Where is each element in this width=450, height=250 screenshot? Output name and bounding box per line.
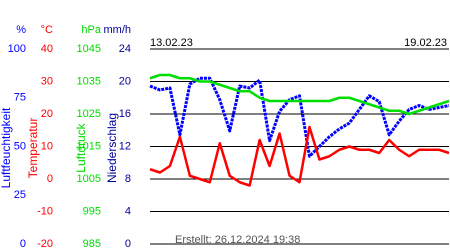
- y-tick-label: 30: [41, 75, 53, 87]
- y-tick-label: 75: [14, 92, 26, 104]
- data-line: [149, 73, 450, 116]
- y-tick-label: -10: [37, 205, 53, 217]
- y-tick-label: 0: [47, 173, 53, 185]
- y-tick-label: 1015: [77, 140, 101, 152]
- y-tick-label: 985: [83, 238, 101, 250]
- data-line: [149, 125, 450, 187]
- axis-unit: °C: [41, 24, 53, 36]
- y-tick-label: 12: [119, 140, 131, 152]
- y-tick-label: 20: [41, 108, 53, 120]
- axis-title: Niederschlag: [105, 113, 119, 183]
- axis-unit: mm/h: [104, 24, 132, 36]
- y-tick-label: 16: [119, 108, 131, 120]
- y-tick-label: 10: [41, 140, 53, 152]
- axis-title: Temperatur: [26, 118, 40, 179]
- date-label: 13.02.23: [150, 37, 193, 49]
- y-tick-label: 995: [83, 205, 101, 217]
- axis-title: Luftfeuchtigkeit: [0, 107, 13, 188]
- y-tick-label: 40: [41, 43, 53, 55]
- y-tick-label: 50: [14, 140, 26, 152]
- y-tick-label: -20: [37, 238, 53, 250]
- y-tick-label: 20: [119, 75, 131, 87]
- axis-unit: %: [16, 24, 26, 36]
- y-tick-label: 0: [20, 238, 26, 250]
- created-label: Erstellt: 26.12.2024 19:38: [175, 234, 300, 246]
- date-label: 19.02.23: [404, 37, 447, 49]
- y-tick-label: 100: [8, 43, 26, 55]
- data-line: [149, 76, 450, 158]
- y-tick-label: 8: [125, 173, 131, 185]
- axis-title: Luftdruck: [74, 122, 88, 172]
- y-tick-label: 1025: [77, 108, 101, 120]
- y-tick-label: 1035: [77, 75, 101, 87]
- y-tick-label: 1005: [77, 173, 101, 185]
- axis-unit: hPa: [81, 24, 101, 36]
- y-tick-label: 4: [125, 205, 131, 217]
- y-tick-label: 25: [14, 189, 26, 201]
- y-tick-label: 0: [125, 238, 131, 250]
- y-tick-label: 24: [119, 43, 131, 55]
- y-tick-label: 1045: [77, 43, 101, 55]
